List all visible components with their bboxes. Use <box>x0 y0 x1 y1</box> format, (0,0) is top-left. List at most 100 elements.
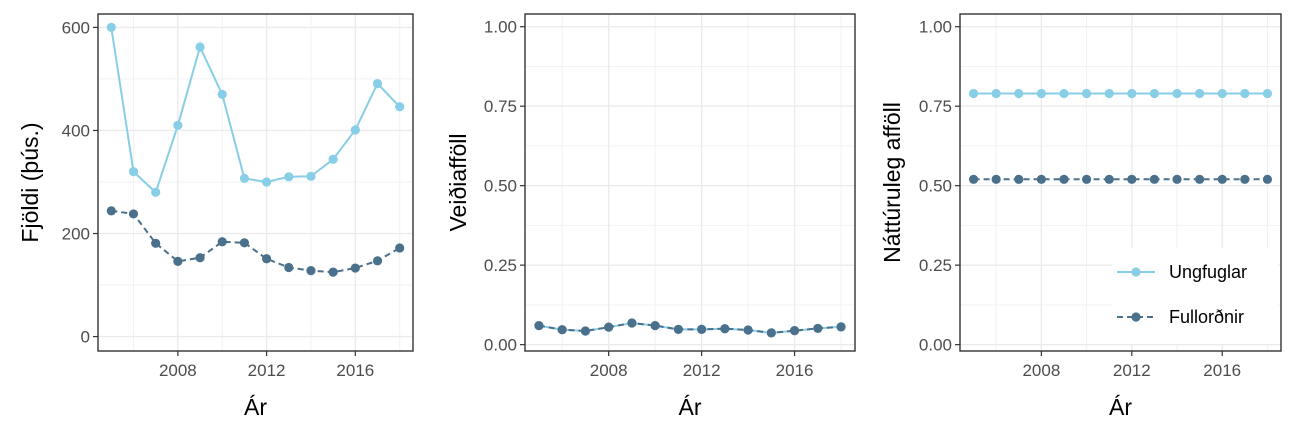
data-point <box>372 78 383 89</box>
y-tick-label: 0.75 <box>919 97 952 116</box>
x-tick-label: 2012 <box>683 361 721 380</box>
data-point <box>350 125 360 135</box>
data-point <box>1104 174 1114 184</box>
panel-border <box>524 13 856 352</box>
data-point <box>836 322 846 332</box>
data-point <box>1036 88 1046 99</box>
panel-2: 0.00 0.25 0.50 0.75 1.00 2008 2012 2016 Ár Veiðia… <box>445 13 856 420</box>
plot-area <box>525 14 855 351</box>
data-point <box>991 174 1001 184</box>
data-point <box>650 320 660 331</box>
data-point <box>1081 88 1092 99</box>
data-point <box>350 263 360 273</box>
legend-key-point <box>1131 267 1141 277</box>
data-point <box>1195 88 1205 99</box>
data-point <box>1149 174 1160 184</box>
y-axis-title: Fjöldi (þús.) <box>17 122 43 242</box>
data-point <box>284 172 294 182</box>
data-point <box>195 253 205 263</box>
data-point <box>1217 174 1227 184</box>
y-tick-label: 0.25 <box>484 256 517 275</box>
y-tick-label: 0.25 <box>919 256 952 275</box>
data-point <box>991 88 1001 99</box>
data-point <box>1217 88 1227 99</box>
y-tick-label: 400 <box>62 121 90 140</box>
panel-1: 0 200 400 600 2008 2012 2016 Ár Fjöldi (þús.) <box>17 13 414 420</box>
data-point <box>128 209 139 219</box>
data-point <box>1240 88 1250 99</box>
data-point <box>673 324 683 334</box>
legend-label: Fullorðnir <box>1169 307 1244 327</box>
data-point <box>604 322 614 332</box>
data-point <box>1059 88 1069 99</box>
data-point <box>239 173 250 183</box>
y-tick-label: 0.50 <box>919 177 952 196</box>
y-tick-label: 0.75 <box>484 97 517 116</box>
legend: Ungfuglar Fullorðnir <box>1112 248 1278 344</box>
x-axis-title: Ár <box>244 394 267 420</box>
legend-key-point <box>1131 312 1141 322</box>
x-tick-label: 2008 <box>590 361 628 380</box>
x-axis-title: Ár <box>679 394 702 420</box>
data-point <box>534 320 544 331</box>
data-point <box>1127 88 1137 99</box>
data-point <box>306 171 316 181</box>
data-point <box>627 318 637 328</box>
panel-3: 0.00 0.25 0.50 0.75 1.00 2008 2012 2016 Ár Náttúr… <box>879 13 1282 420</box>
data-point <box>1172 174 1182 184</box>
legend-label: Ungfuglar <box>1169 262 1247 282</box>
data-point <box>580 326 591 336</box>
x-tick-label: 2008 <box>159 361 197 380</box>
data-point <box>239 238 250 248</box>
x-tick-label: 2016 <box>1203 361 1241 380</box>
data-point <box>789 326 800 336</box>
panel-border <box>959 13 1282 352</box>
data-point <box>1262 174 1273 184</box>
x-tick-label: 2012 <box>248 361 286 380</box>
data-point <box>1014 174 1024 184</box>
y-tick-label: 1.00 <box>919 18 952 37</box>
data-point <box>1195 174 1205 184</box>
data-point <box>813 323 823 334</box>
x-tick-label: 2008 <box>1022 361 1060 380</box>
data-point <box>1149 88 1160 99</box>
data-point <box>968 88 979 99</box>
plot-area <box>98 14 413 351</box>
data-point <box>284 262 294 273</box>
data-point <box>557 325 567 335</box>
data-point <box>151 238 161 248</box>
y-tick-label: 0.00 <box>484 336 517 355</box>
data-point <box>1262 88 1273 99</box>
y-axis-title: Veiðiafföll <box>445 133 471 231</box>
y-tick-label: 0.50 <box>484 177 517 196</box>
data-point <box>766 328 776 338</box>
data-point <box>1059 174 1069 184</box>
x-tick-label: 2016 <box>336 361 374 380</box>
data-point <box>306 266 316 276</box>
data-point <box>743 325 753 335</box>
y-axis-title: Náttúruleg afföll <box>879 102 905 263</box>
data-point <box>1014 88 1024 99</box>
data-point <box>968 174 979 184</box>
x-tick-label: 2012 <box>1113 361 1151 380</box>
data-point <box>372 256 383 266</box>
data-point <box>128 167 139 177</box>
y-tick-label: 600 <box>62 18 90 37</box>
data-point <box>328 154 338 164</box>
series-line-1 <box>110 27 401 195</box>
data-point <box>151 187 161 197</box>
data-point <box>395 243 405 253</box>
data-point <box>395 102 405 112</box>
panel-border <box>97 13 414 352</box>
data-point <box>1081 174 1092 184</box>
data-point <box>1127 174 1137 184</box>
data-point <box>261 254 272 264</box>
x-axis-title: Ár <box>1109 394 1132 420</box>
data-point <box>1104 88 1114 99</box>
x-tick-label: 2016 <box>776 361 814 380</box>
data-point <box>1240 174 1250 184</box>
data-point <box>217 237 227 247</box>
data-point <box>106 206 116 216</box>
data-point <box>173 256 183 266</box>
